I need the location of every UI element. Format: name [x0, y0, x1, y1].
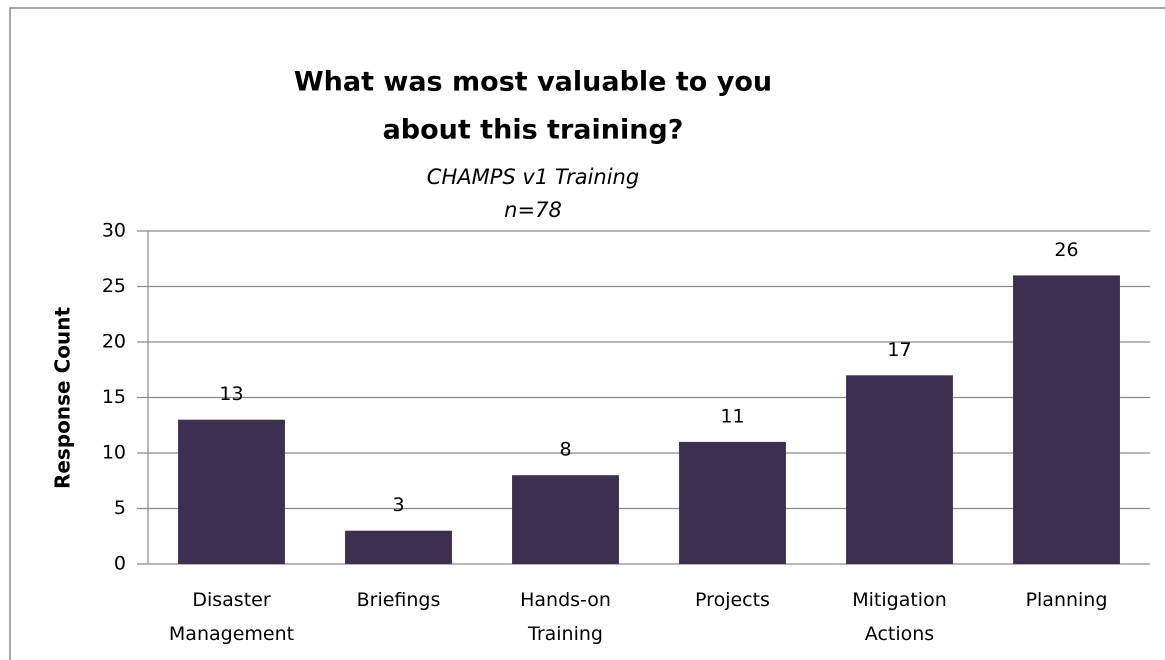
data-label: 11	[720, 405, 744, 427]
chart-subtitle: n=78	[504, 198, 562, 222]
x-tick-label: Briefings	[357, 589, 441, 611]
x-tick-label: Hands-on Training	[520, 589, 611, 645]
bar	[1013, 275, 1120, 564]
chart-title: about this training?	[383, 115, 684, 146]
bar	[679, 441, 786, 564]
data-label: 13	[219, 383, 243, 405]
bar	[512, 475, 619, 564]
chart-title: What was most valuable to you	[294, 67, 772, 98]
bar	[345, 530, 452, 564]
bar	[178, 419, 285, 564]
data-label: 8	[559, 439, 571, 461]
y-tick-label: 0	[114, 553, 126, 575]
data-label: 17	[887, 339, 911, 361]
y-tick-label: 15	[102, 386, 126, 408]
y-tick-label: 25	[102, 275, 126, 297]
chart-subtitle: CHAMPS v1 Training	[427, 165, 639, 189]
x-tick-label: Mitigation Actions	[852, 589, 947, 645]
chart-frame	[9, 7, 1165, 660]
x-tick-label: Disaster Management	[169, 589, 294, 645]
data-label: 3	[392, 494, 404, 516]
y-tick-label: 30	[102, 220, 126, 242]
x-tick-label: Projects	[695, 589, 770, 611]
y-axis-label: Response Count	[51, 307, 75, 489]
data-label: 26	[1054, 239, 1078, 261]
x-tick-label: Planning	[1026, 589, 1108, 611]
y-tick-label: 10	[102, 442, 126, 464]
y-tick-label: 20	[102, 331, 126, 353]
y-tick-label: 5	[114, 497, 126, 519]
bar	[846, 375, 953, 564]
